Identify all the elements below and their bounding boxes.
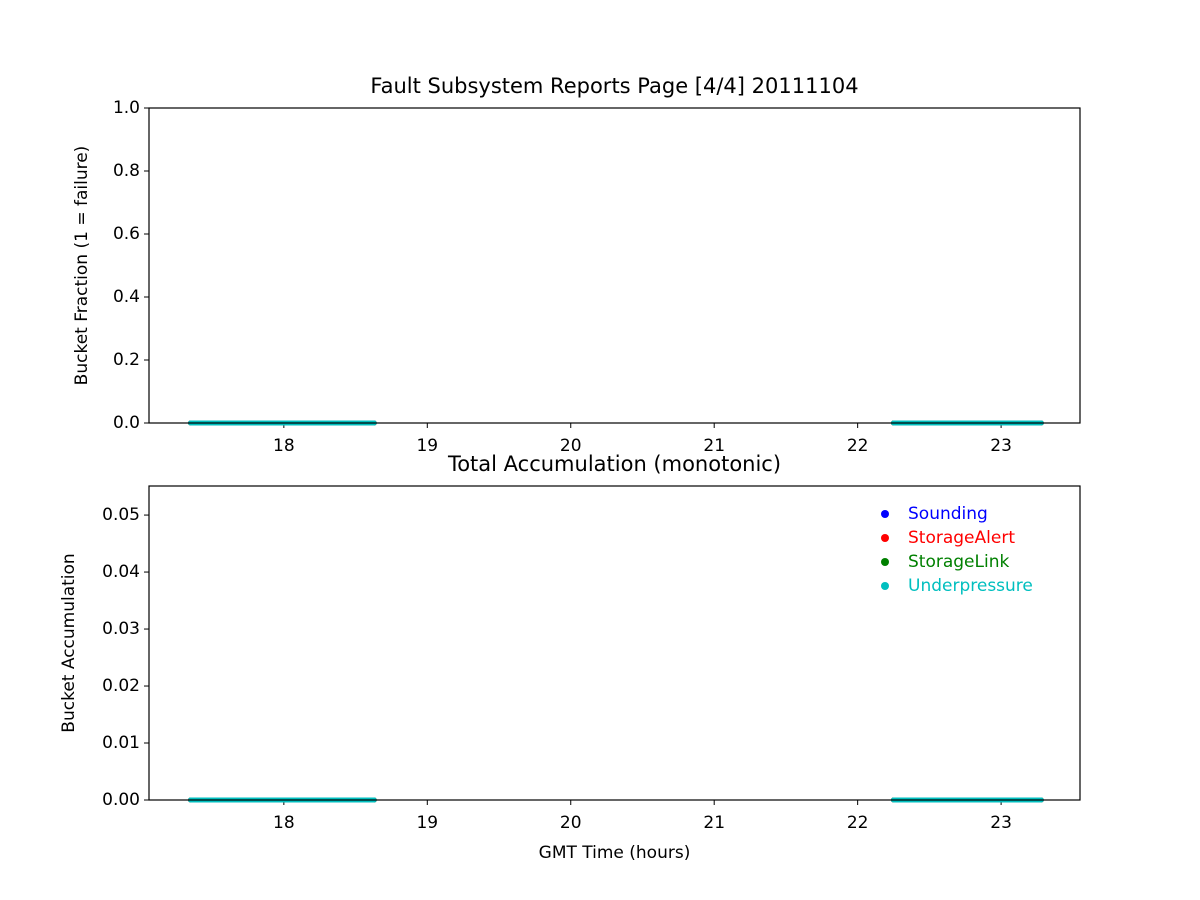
legend-label: Underpressure <box>908 576 1033 596</box>
x-tick-label: 20 <box>560 813 582 833</box>
x-tick-label: 22 <box>847 436 869 456</box>
y-tick-label: 1.0 <box>113 98 140 118</box>
legend-label: StorageAlert <box>908 528 1015 548</box>
x-tick-label: 22 <box>847 813 869 833</box>
chart-title: Fault Subsystem Reports Page [4/4] 20111… <box>370 74 858 98</box>
x-tick-label: 19 <box>416 813 438 833</box>
x-axis-label: GMT Time (hours) <box>539 843 691 863</box>
axes-frame <box>148 107 1081 424</box>
y-tick-label: 0.00 <box>102 790 140 810</box>
y-tick-label: 0.4 <box>113 287 140 307</box>
x-tick-label: 23 <box>990 436 1012 456</box>
axes-frame <box>148 485 1081 801</box>
y-tick-label: 0.6 <box>113 224 140 244</box>
y-tick-label: 0.01 <box>102 733 140 753</box>
y-tick-label: 0.02 <box>102 676 140 696</box>
y-axis-label: Bucket Fraction (1 = failure) <box>72 146 92 386</box>
y-tick-label: 0.04 <box>102 562 140 582</box>
legend-marker <box>881 510 889 518</box>
chart-title: Total Accumulation (monotonic) <box>447 452 781 476</box>
y-axis-label: Bucket Accumulation <box>59 553 79 732</box>
x-tick-label: 18 <box>273 436 295 456</box>
y-tick-label: 0.0 <box>113 413 140 433</box>
y-tick-label: 0.2 <box>113 350 140 370</box>
legend-marker <box>881 558 889 566</box>
legend-marker <box>881 534 889 542</box>
y-tick-label: 0.8 <box>113 161 140 181</box>
legend-label: StorageLink <box>908 552 1009 572</box>
y-tick-label: 0.05 <box>102 505 140 525</box>
x-tick-label: 23 <box>990 813 1012 833</box>
x-tick-label: 20 <box>560 436 582 456</box>
x-tick-label: 18 <box>273 813 295 833</box>
x-tick-label: 19 <box>416 436 438 456</box>
legend-label: Sounding <box>908 504 988 524</box>
x-tick-label: 21 <box>703 436 725 456</box>
legend-marker <box>881 582 889 590</box>
y-tick-label: 0.03 <box>102 619 140 639</box>
x-tick-label: 21 <box>703 813 725 833</box>
